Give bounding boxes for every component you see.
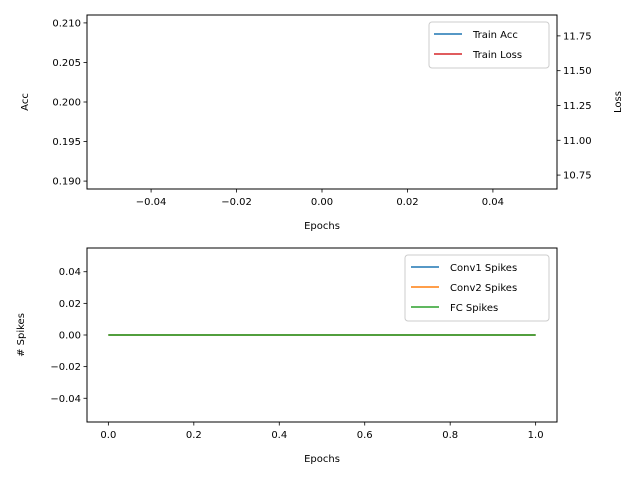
- bottom-x-tick-label: 1.0: [528, 430, 544, 441]
- top-y2-tick-label: 11.50: [563, 66, 592, 77]
- top-x-ticks: −0.04 −0.02 0.00 0.02 0.04: [136, 189, 504, 208]
- bottom-y-tick-label: 0.02: [59, 299, 81, 310]
- top-x-tick-label: 0.02: [396, 197, 418, 208]
- legend-label-conv2-spikes: Conv2 Spikes: [450, 283, 517, 294]
- bottom-x-tick-label: 0.0: [100, 430, 116, 441]
- legend-label-train-acc: Train Acc: [472, 30, 518, 41]
- accuracy-loss-plot: −0.04 −0.02 0.00 0.02 0.04 0.1900.1950.2000.…: [20, 14, 624, 232]
- top-y2-tick-label: 11.25: [563, 101, 592, 112]
- bottom-y-tick-label: −0.02: [50, 362, 81, 373]
- bottom-x-axis-label: Epochs: [304, 454, 340, 465]
- top-x-tick-label: 0.00: [311, 197, 333, 208]
- spikes-plot: 0.0 0.2 0.4 0.6 0.8 1.0 −0.04 −0.02 0.00 0.02 0.0…: [16, 247, 558, 465]
- top-y2-tick-label: 11.75: [563, 31, 592, 42]
- top-y-ticks: 0.190 0.195 0.200 0.205 0.210: [52, 18, 87, 188]
- top-y-tick-label: 0.210: [52, 18, 81, 29]
- bottom-y-ticks: −0.04 −0.02 0.00 0.02 0.04: [50, 267, 87, 405]
- bottom-legend: Conv1 Spikes Conv2 Spikes FC Spikes: [404, 254, 550, 322]
- top-y-tick-label: 0.200: [52, 98, 81, 109]
- bottom-x-tick-label: 0.4: [271, 430, 287, 441]
- top-legend: Train Acc Train Loss: [428, 21, 550, 69]
- bottom-y-tick-label: 0.00: [59, 331, 81, 342]
- top-y2-ticks: 10.75 11.00 11.25 11.50 11.75: [557, 31, 592, 182]
- top-x-tick-label: −0.04: [136, 197, 167, 208]
- top-y2-tick-label: 11.00: [563, 136, 592, 147]
- legend-label-conv1-spikes: Conv1 Spikes: [450, 263, 517, 274]
- top-y2-tick-label: 10.75: [563, 171, 592, 182]
- top-y-tick-label: 0.195: [52, 137, 81, 148]
- bottom-y-tick-label: 0.04: [59, 267, 81, 278]
- top-x-tick-label: −0.02: [221, 197, 252, 208]
- top-y-axis-label: Acc: [20, 93, 31, 111]
- top-x-axis-label: Epochs: [304, 221, 340, 232]
- legend-label-fc-spikes: FC Spikes: [450, 303, 498, 314]
- top-y2-axis-label: Loss: [613, 91, 624, 113]
- bottom-x-tick-label: 0.6: [357, 430, 373, 441]
- top-x-tick-label: 0.04: [482, 197, 504, 208]
- bottom-x-ticks: 0.0 0.2 0.4 0.6 0.8 1.0: [100, 422, 544, 441]
- bottom-x-tick-label: 0.2: [186, 430, 202, 441]
- top-legend-box: [428, 21, 550, 69]
- bottom-y-axis-label: # Spikes: [16, 313, 27, 357]
- legend-label-train-loss: Train Loss: [472, 50, 522, 61]
- bottom-legend-box: [404, 254, 550, 322]
- bottom-x-tick-label: 0.8: [442, 430, 458, 441]
- bottom-y-tick-label: −0.04: [50, 394, 81, 405]
- top-y-tick-label: 0.190: [52, 177, 81, 188]
- top-y-tick-label: 0.205: [52, 58, 81, 69]
